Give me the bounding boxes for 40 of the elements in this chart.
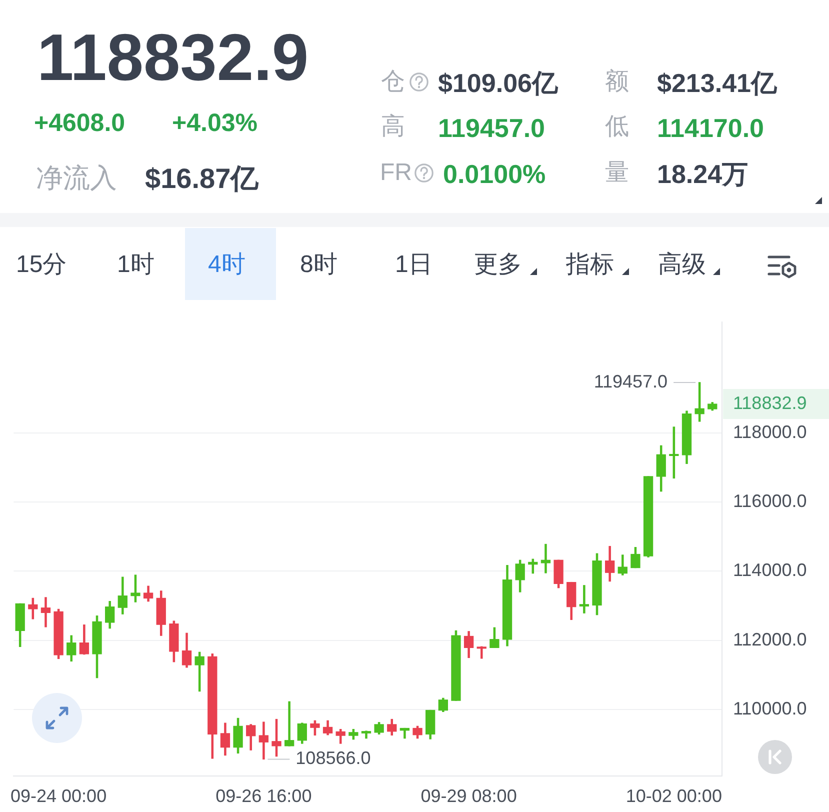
text: 118832.9 [733, 393, 807, 413]
candlestick [579, 585, 590, 614]
text: 8时 [300, 251, 338, 278]
text: 15分 [16, 251, 67, 278]
y-tick-label: 118000.0 [733, 422, 807, 442]
y-tick-label: 110000.0 [733, 698, 807, 719]
y-tick-label: 116000.0 [733, 490, 807, 511]
y-tick-label: 114000.0 [733, 560, 807, 580]
annotation: 108566.0 [296, 748, 371, 768]
text: 114170.0 [657, 112, 764, 143]
y-tick-label: 112000.0 [733, 629, 807, 650]
text: 118832.9 [37, 20, 309, 94]
text: 高级 [658, 251, 706, 278]
x-tick-label: 09-26 16:00 [216, 786, 312, 806]
text: FR [380, 159, 412, 186]
text: 额 [605, 68, 629, 96]
text: 119457.0 [438, 112, 546, 143]
text: 量 [605, 159, 629, 186]
text: 1日 [395, 251, 432, 278]
candlestick [40, 597, 51, 628]
text: 更多 [474, 251, 522, 278]
text: 低 [605, 113, 629, 140]
x-tick-label: 10-02 00:00 [626, 786, 722, 806]
text: 指标 [566, 251, 614, 278]
text: +4.03% [172, 109, 258, 137]
text: $16.87亿 [145, 162, 259, 194]
text: +4608.0 [34, 109, 126, 137]
x-tick-label: 09-29 08:00 [420, 786, 517, 806]
text: $213.41亿 [657, 68, 777, 98]
text: $109.06亿 [438, 68, 558, 98]
x-tick-label: 09-24 00:00 [10, 786, 107, 806]
candlestick [284, 701, 294, 746]
text: 仓 [381, 68, 405, 96]
text: 净流入 [36, 163, 117, 194]
annotation: 119457.0 [594, 371, 668, 392]
text: 高 [381, 113, 405, 140]
text: 18.24万 [657, 158, 748, 189]
text: 1时 [117, 251, 154, 278]
text: 0.0100% [443, 158, 546, 189]
text: 4时 [208, 251, 246, 278]
